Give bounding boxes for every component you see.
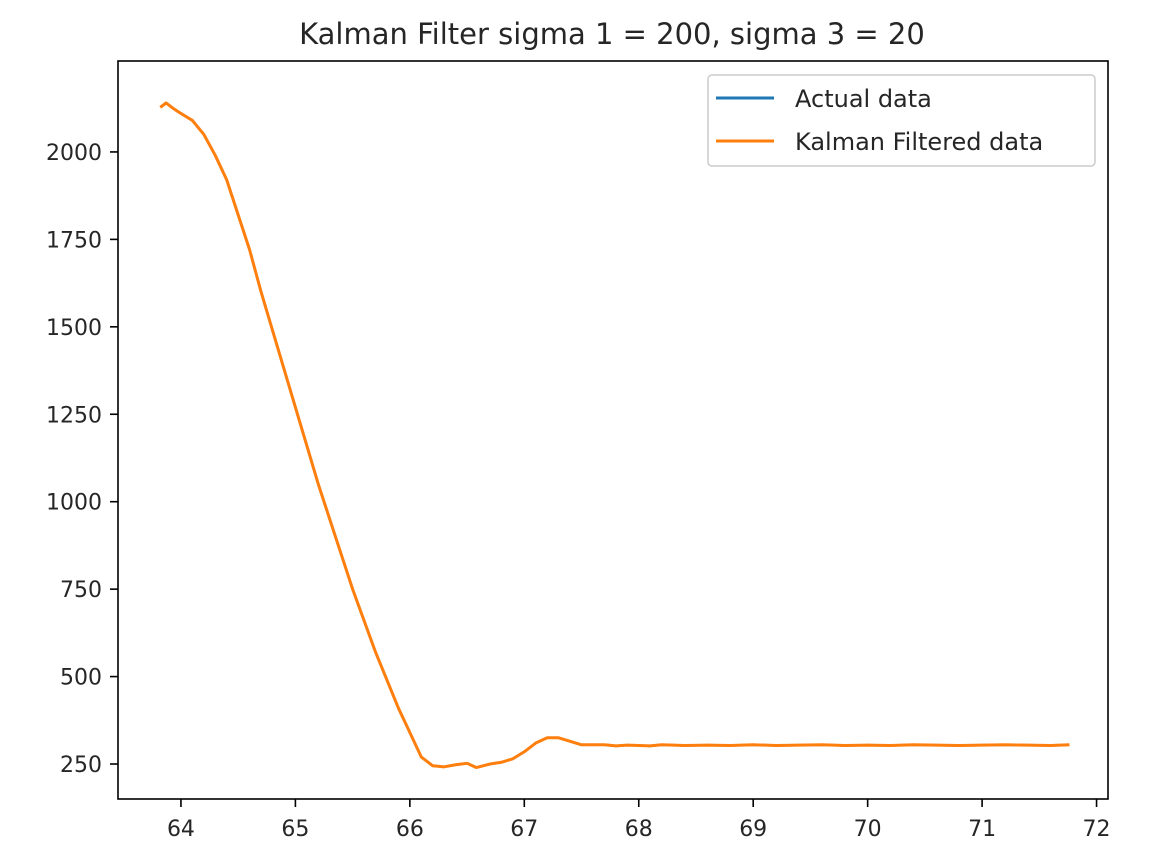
y-tick-label: 250 <box>60 753 102 778</box>
legend-box <box>707 74 1096 167</box>
x-tick-label: 70 <box>854 817 882 842</box>
x-tick-label: 64 <box>167 817 195 842</box>
x-tick-label: 67 <box>510 817 538 842</box>
chart-title: Kalman Filter sigma 1 = 200, sigma 3 = 2… <box>299 17 925 51</box>
axes-frame <box>117 60 1109 800</box>
x-tick-label: 71 <box>968 817 996 842</box>
y-tick-label: 500 <box>60 666 102 691</box>
x-tick-label: 69 <box>739 817 767 842</box>
x-tick-label: 72 <box>1083 817 1111 842</box>
series-line-kalman <box>159 101 1070 770</box>
plot-area: 64 65 66 67 68 69 70 71 72 250 500 750 1000 1250 1500 1… <box>46 60 1111 842</box>
y-tick-label: 1750 <box>46 228 102 253</box>
x-tick-label: 66 <box>396 817 424 842</box>
y-tick-label: 1500 <box>46 316 102 341</box>
y-tick-label: 2000 <box>46 141 102 166</box>
legend: Actual data Kalman Filtered data <box>707 74 1096 167</box>
x-tick-label: 68 <box>625 817 653 842</box>
x-tick-label: 65 <box>281 817 309 842</box>
y-tick-label: 1250 <box>46 403 102 428</box>
y-tick-label: 1000 <box>46 491 102 516</box>
legend-label-kalman: Kalman Filtered data <box>795 128 1043 156</box>
y-tick-label: 750 <box>60 578 102 603</box>
legend-label-actual: Actual data <box>795 85 932 113</box>
